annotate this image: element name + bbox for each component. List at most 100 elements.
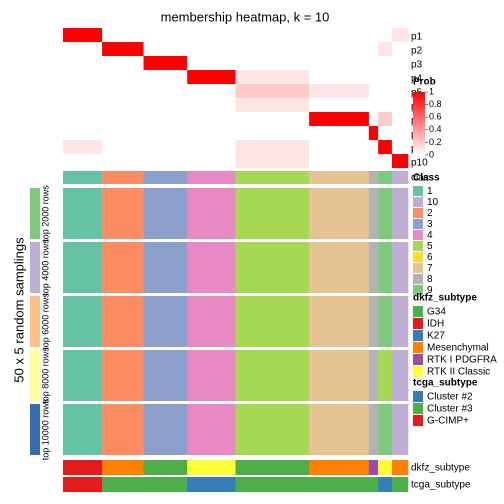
membership-cell [309, 98, 370, 112]
sampling-cell [63, 350, 103, 401]
sampling-cell [187, 188, 236, 239]
legend-swatch [413, 263, 423, 273]
class-cell [368, 171, 379, 184]
membership-cell [235, 70, 310, 84]
membership-cell [102, 56, 144, 70]
membership-cell [378, 140, 393, 154]
sampling-cell [368, 242, 379, 293]
sampling-cell [63, 296, 103, 347]
tcga_subtype-cell [63, 477, 103, 492]
legend-swatch [413, 219, 423, 229]
membership-cell [309, 28, 370, 42]
sampling-cell [309, 188, 370, 239]
sampling-block [30, 188, 40, 239]
legend-swatch [413, 241, 423, 251]
sampling-cell [309, 296, 370, 347]
legend-label: 9 [427, 285, 433, 296]
membership-cell [368, 154, 379, 168]
row-label: p2 [411, 46, 423, 57]
legend-swatch [413, 186, 423, 196]
tcga_subtype-cell [309, 477, 370, 492]
membership-cell [368, 70, 379, 84]
dkfz_subtype-cell [187, 460, 236, 475]
legend-label: 10 [427, 197, 439, 208]
sampling-cell [378, 404, 393, 455]
legend-label: 7 [427, 263, 433, 274]
sampling-cell [143, 296, 188, 347]
dkfz_subtype-cell [102, 460, 144, 475]
membership-cell [378, 28, 393, 42]
membership-cell [102, 140, 144, 154]
legend-swatch [413, 318, 423, 329]
membership-cell [143, 140, 188, 154]
membership-cell [102, 28, 144, 42]
sampling-cell [378, 350, 393, 401]
dkfz_subtype-cell [143, 460, 188, 475]
membership-cell [391, 126, 409, 140]
dkfz_subtype-cell [391, 460, 409, 475]
membership-cell [187, 126, 236, 140]
legend-label: IDH [427, 319, 444, 330]
sampling-label: top 6000 rows [40, 293, 50, 350]
legend-label: Mesenchymal [427, 343, 489, 354]
sampling-cell [187, 404, 236, 455]
legend-label: 3 [427, 219, 433, 230]
row-label: p4 [411, 74, 423, 85]
y-label: 50 x 5 random samplings [11, 237, 26, 383]
sampling-cell [391, 404, 409, 455]
sampling-cell [187, 350, 236, 401]
membership-cell [235, 154, 310, 168]
membership-cell [368, 98, 379, 112]
prob-tick-label: 0.4 [429, 124, 442, 134]
membership-cell [102, 70, 144, 84]
membership-cell [187, 56, 236, 70]
membership-cell [235, 98, 310, 112]
sampling-label: top 4000 rows [40, 239, 50, 296]
membership-cell [391, 70, 409, 84]
legend-swatch [413, 274, 423, 284]
membership-cell [309, 112, 370, 126]
sampling-cell [235, 296, 310, 347]
legend-title: Prob [413, 77, 436, 88]
membership-cell [378, 154, 393, 168]
sampling-cell [102, 242, 144, 293]
tcga_subtype-cell [368, 477, 379, 492]
membership-cell [391, 112, 409, 126]
sampling-cell [143, 188, 188, 239]
membership-cell [143, 28, 188, 42]
sampling-cell [102, 404, 144, 455]
sampling-cell [368, 296, 379, 347]
membership-cell [143, 112, 188, 126]
membership-cell [102, 126, 144, 140]
membership-cell [378, 126, 393, 140]
membership-cell [391, 98, 409, 112]
membership-cell [187, 140, 236, 154]
prob-scale [413, 92, 425, 155]
sampling-label: top 2000 rows [40, 185, 50, 242]
membership-cell [102, 154, 144, 168]
tcga_subtype-cell [187, 477, 236, 492]
legend-swatch [413, 354, 423, 365]
sampling-cell [368, 350, 379, 401]
sampling-cell [309, 242, 370, 293]
membership-cell [235, 84, 310, 98]
membership-cell [63, 84, 103, 98]
membership-cell [309, 140, 370, 154]
dkfz_subtype-cell [368, 460, 379, 475]
legend-swatch [413, 391, 423, 402]
legend-swatch [413, 252, 423, 262]
sampling-cell [309, 404, 370, 455]
legend-label: 5 [427, 241, 433, 252]
tcga_subtype-cell [102, 477, 144, 492]
legend-label: 6 [427, 252, 433, 263]
legend-swatch [413, 403, 423, 414]
membership-cell [368, 140, 379, 154]
membership-cell [102, 84, 144, 98]
sampling-cell [143, 404, 188, 455]
class-cell [378, 171, 393, 184]
membership-cell [102, 98, 144, 112]
row-label: p1 [411, 32, 423, 43]
sampling-cell [102, 350, 144, 401]
membership-cell [391, 84, 409, 98]
